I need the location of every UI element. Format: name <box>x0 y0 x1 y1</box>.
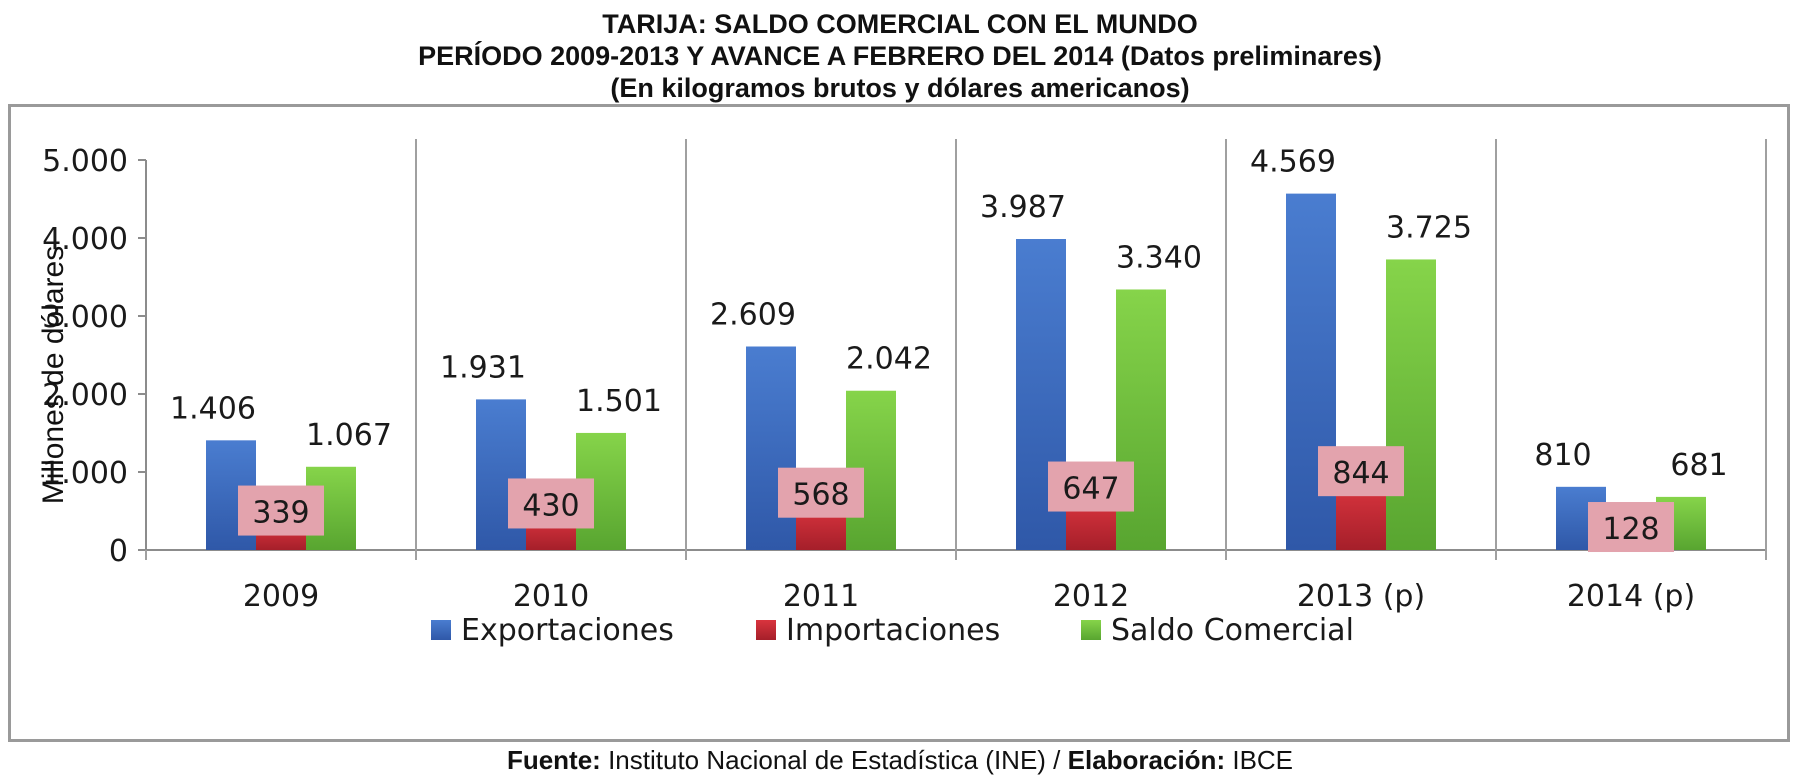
data-label-importaciones: 844 <box>1332 456 1389 491</box>
x-tick-label: 2011 <box>783 579 859 614</box>
source-label: Fuente: <box>506 745 601 775</box>
data-label-exportaciones: 810 <box>1534 438 1591 473</box>
x-tick-label: 2012 <box>1053 579 1129 614</box>
data-label-importaciones: 339 <box>252 496 309 531</box>
y-axis-label: Millones de dólares <box>37 246 70 504</box>
credit-text: IBCE <box>1232 745 1294 775</box>
data-label-importaciones: 568 <box>792 478 849 513</box>
source-text: Instituto Nacional de Estadística (INE) … <box>608 745 1061 775</box>
legend-swatch <box>756 620 776 640</box>
data-labels: 1.406 339 1.067 1.931 430 1.501 2.609 568 2.042 3… <box>170 145 1728 553</box>
bar-saldo-comercial <box>1386 259 1436 550</box>
y-tick-label: 2.000 <box>42 378 128 413</box>
data-label-saldo-comercial: 681 <box>1670 448 1727 483</box>
data-label-saldo-comercial: 3.340 <box>1116 240 1202 275</box>
bar-exportaciones <box>1286 193 1336 551</box>
bars <box>206 193 1706 551</box>
data-label-exportaciones: 2.609 <box>710 297 796 332</box>
import-label-box <box>238 485 324 536</box>
data-label-importaciones: 128 <box>1602 512 1659 547</box>
chart-subtitle: PERÍODO 2009-2013 Y AVANCE A FEBRERO DEL… <box>418 41 1382 71</box>
legend-swatch <box>431 620 451 640</box>
data-label-exportaciones: 1.931 <box>440 350 526 385</box>
import-label-box <box>778 467 864 518</box>
legend-label: Saldo Comercial <box>1111 613 1354 648</box>
bar-exportaciones <box>746 346 796 550</box>
x-tick-label: 2010 <box>513 579 589 614</box>
legend: Exportaciones Importaciones Saldo Comercia… <box>431 613 1354 648</box>
data-label-exportaciones: 3.987 <box>980 190 1066 225</box>
chart-title: TARIJA: SALDO COMERCIAL CON EL MUNDO <box>602 9 1198 39</box>
data-label-importaciones: 430 <box>522 488 579 523</box>
bar-chart: 0 1.000 2.000 3.000 4.000 5.000 Millones de dó… <box>37 139 1767 648</box>
import-label-box <box>1318 446 1404 497</box>
x-tick-label: 2013 (p) <box>1297 579 1425 614</box>
axes: 0 1.000 2.000 3.000 4.000 5.000 Millones de dó… <box>37 139 1767 614</box>
legend-swatch <box>1081 620 1101 640</box>
legend-label: Importaciones <box>786 613 1000 648</box>
y-tick-label: 3.000 <box>42 300 128 335</box>
credit-label: Elaboración: <box>1067 745 1226 775</box>
data-label-saldo-comercial: 1.501 <box>576 384 662 419</box>
legend-label: Exportaciones <box>461 613 674 648</box>
y-tick-label: 4.000 <box>42 222 128 257</box>
chart-frame: 0 1.000 2.000 3.000 4.000 5.000 Millones de dó… <box>8 104 1790 742</box>
data-label-saldo-comercial: 1.067 <box>306 418 392 453</box>
data-label-importaciones: 647 <box>1062 472 1119 507</box>
source-note: Fuente: Instituto Nacional de Estadístic… <box>0 742 1800 778</box>
import-label-box <box>508 478 594 529</box>
data-label-saldo-comercial: 2.042 <box>846 342 932 377</box>
y-tick-label: 5.000 <box>42 144 128 179</box>
y-tick-label: 0 <box>109 534 128 569</box>
x-tick-label: 2009 <box>243 579 319 614</box>
chart-units-note: (En kilogramos brutos y dólares american… <box>610 73 1190 103</box>
y-tick-label: 1.000 <box>42 456 128 491</box>
data-label-exportaciones: 4.569 <box>1250 145 1336 180</box>
import-label-box <box>1048 461 1134 512</box>
data-label-saldo-comercial: 3.725 <box>1386 210 1472 245</box>
x-tick-label: 2014 (p) <box>1567 579 1695 614</box>
import-label-box <box>1588 502 1674 553</box>
data-label-exportaciones: 1.406 <box>170 391 256 426</box>
